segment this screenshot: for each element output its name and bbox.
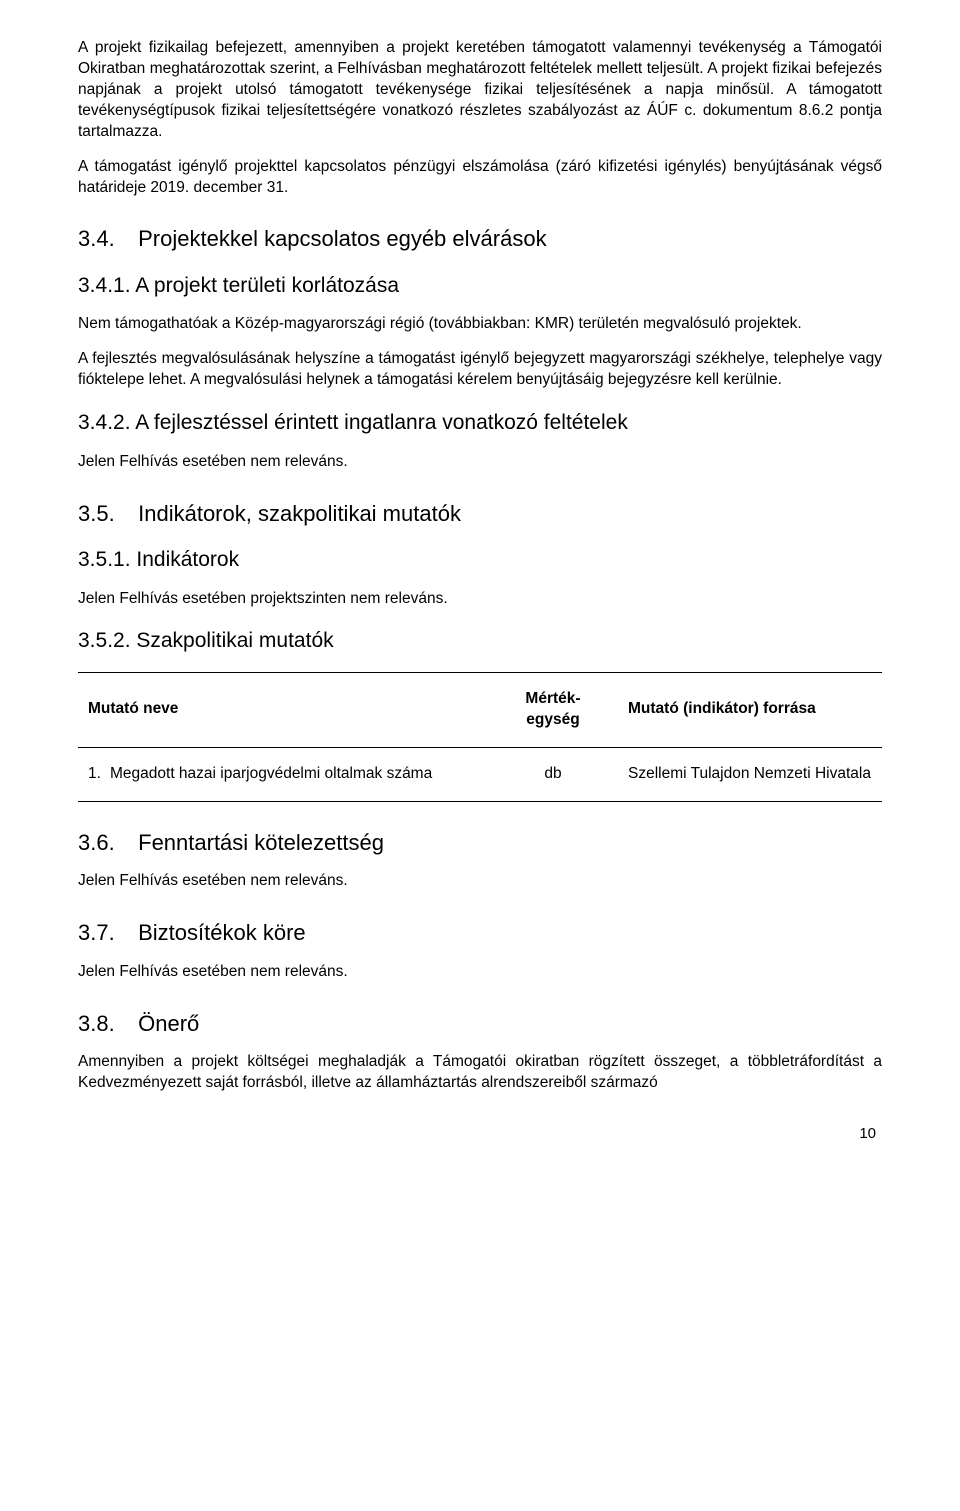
heading-number: 3.4. bbox=[78, 224, 132, 254]
document-page: A projekt fizikailag befejezett, amennyi… bbox=[0, 0, 960, 1175]
cell-name-text: Megadott hazai iparjogvédelmi oltalmak s… bbox=[110, 764, 432, 785]
heading-3-5-2: 3.5.2. Szakpolitikai mutatók bbox=[78, 627, 882, 655]
body-paragraph: Jelen Felhívás esetében nem releváns. bbox=[78, 452, 882, 473]
heading-text: Önerő bbox=[138, 1011, 199, 1036]
heading-text: Biztosítékok köre bbox=[138, 920, 306, 945]
indicator-table: Mutató neve Mérték- egység Mutató (indik… bbox=[78, 672, 882, 802]
column-header-source: Mutató (indikátor) forrása bbox=[618, 672, 882, 747]
column-header-name: Mutató neve bbox=[78, 672, 488, 747]
body-paragraph: Amennyiben a projekt költségei meghaladj… bbox=[78, 1052, 882, 1094]
unit-line-2: egység bbox=[526, 711, 579, 728]
body-paragraph: Jelen Felhívás esetében nem releváns. bbox=[78, 871, 882, 892]
heading-3-7: 3.7. Biztosítékok köre bbox=[78, 918, 882, 948]
cell-source: Szellemi Tulajdon Nemzeti Hivatala bbox=[618, 747, 882, 801]
heading-number: 3.7. bbox=[78, 918, 132, 948]
column-header-unit: Mérték- egység bbox=[488, 672, 618, 747]
heading-3-5-1: 3.5.1. Indikátorok bbox=[78, 546, 882, 574]
heading-text: Projektekkel kapcsolatos egyéb elvárások bbox=[138, 226, 546, 251]
heading-number: 3.5. bbox=[78, 499, 132, 529]
heading-3-4-2: 3.4.2. A fejlesztéssel érintett ingatlan… bbox=[78, 409, 882, 437]
body-paragraph: Nem támogathatóak a Közép-magyarországi … bbox=[78, 314, 882, 335]
unit-line-1: Mérték- bbox=[525, 690, 580, 707]
heading-3-8: 3.8. Önerő bbox=[78, 1009, 882, 1039]
cell-name: 1. Megadott hazai iparjogvédelmi oltalma… bbox=[78, 747, 488, 801]
cell-unit: db bbox=[488, 747, 618, 801]
heading-3-4: 3.4. Projektekkel kapcsolatos egyéb elvá… bbox=[78, 224, 882, 254]
list-marker: 1. bbox=[88, 764, 110, 785]
heading-3-4-1: 3.4.1. A projekt területi korlátozása bbox=[78, 272, 882, 300]
body-paragraph: Jelen Felhívás esetében projektszinten n… bbox=[78, 589, 882, 610]
heading-text: Indikátorok, szakpolitikai mutatók bbox=[138, 501, 461, 526]
table-row: 1. Megadott hazai iparjogvédelmi oltalma… bbox=[78, 747, 882, 801]
heading-3-6: 3.6. Fenntartási kötelezettség bbox=[78, 828, 882, 858]
body-paragraph: A fejlesztés megvalósulásának helyszíne … bbox=[78, 349, 882, 391]
heading-number: 3.6. bbox=[78, 828, 132, 858]
body-paragraph: A projekt fizikailag befejezett, amennyi… bbox=[78, 38, 882, 143]
page-number: 10 bbox=[78, 1124, 882, 1144]
heading-text: Fenntartási kötelezettség bbox=[138, 830, 384, 855]
body-paragraph: A támogatást igénylő projekttel kapcsola… bbox=[78, 157, 882, 199]
body-paragraph: Jelen Felhívás esetében nem releváns. bbox=[78, 962, 882, 983]
heading-number: 3.8. bbox=[78, 1009, 132, 1039]
heading-3-5: 3.5. Indikátorok, szakpolitikai mutatók bbox=[78, 499, 882, 529]
table-header-row: Mutató neve Mérték- egység Mutató (indik… bbox=[78, 672, 882, 747]
